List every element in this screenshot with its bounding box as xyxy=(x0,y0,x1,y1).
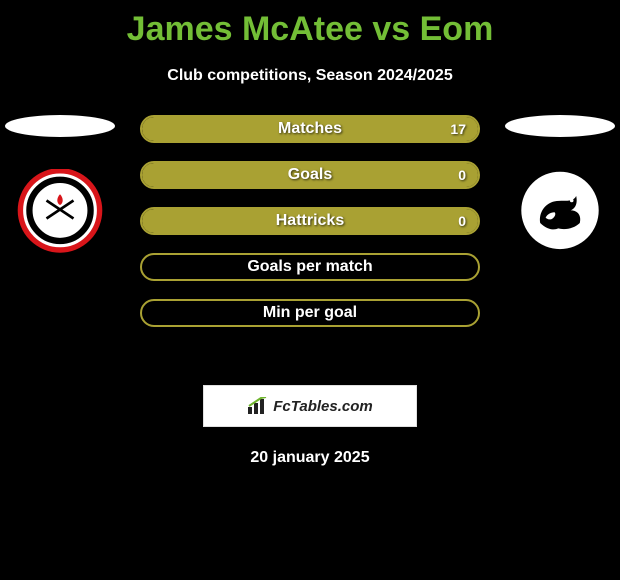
stat-bar-value: 0 xyxy=(458,163,466,187)
stat-bar-hattricks: Hattricks 0 xyxy=(140,207,480,235)
club-crest-left: 1889 xyxy=(10,169,110,259)
swansea-city-crest-icon xyxy=(510,169,610,259)
fctables-attribution[interactable]: FcTables.com xyxy=(203,385,417,427)
player-left-column: 1889 xyxy=(0,115,120,259)
stat-bar-label: Hattricks xyxy=(142,209,478,233)
club-crest-right xyxy=(510,169,610,259)
sheffield-united-crest-icon: 1889 xyxy=(10,169,110,259)
stat-bar-label: Goals xyxy=(142,163,478,187)
stat-bar-goals-per-match: Goals per match xyxy=(140,253,480,281)
comparison-area: 1889 Matches 17 Goals 0 xyxy=(0,115,620,375)
player-left-photo xyxy=(5,115,115,137)
svg-text:1889: 1889 xyxy=(51,220,69,229)
fctables-bars-icon xyxy=(247,397,269,415)
fctables-text: FcTables.com xyxy=(273,398,372,415)
date-line: 20 january 2025 xyxy=(0,449,620,467)
fctables-logo: FcTables.com xyxy=(247,397,372,415)
player-right-photo xyxy=(505,115,615,137)
stat-bars: Matches 17 Goals 0 Hattricks 0 Goals per… xyxy=(140,115,480,345)
stat-bar-value: 17 xyxy=(450,117,466,141)
subtitle: Club competitions, Season 2024/2025 xyxy=(0,67,620,85)
stat-bar-matches: Matches 17 xyxy=(140,115,480,143)
stat-bar-min-per-goal: Min per goal xyxy=(140,299,480,327)
player-right-column xyxy=(500,115,620,259)
stat-bar-label: Matches xyxy=(142,117,478,141)
stat-bar-value: 0 xyxy=(458,209,466,233)
stat-bar-label: Min per goal xyxy=(142,301,478,325)
page-title: James McAtee vs Eom xyxy=(0,0,620,49)
stat-bar-goals: Goals 0 xyxy=(140,161,480,189)
stat-bar-label: Goals per match xyxy=(142,255,478,279)
